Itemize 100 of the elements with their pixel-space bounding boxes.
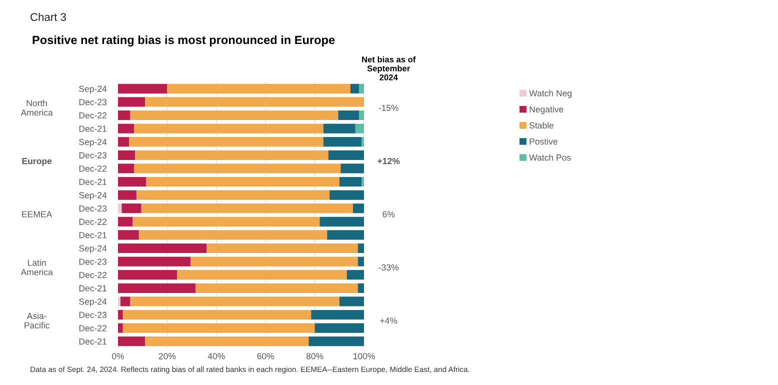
y-tick-label: Dec-23 — [79, 312, 107, 318]
text: North America — [20, 100, 53, 116]
bar — [311, 310, 364, 320]
bar — [118, 84, 168, 94]
bar — [129, 137, 324, 147]
text: EEMEA — [22, 211, 52, 218]
bar — [358, 283, 364, 293]
y-tick-label: Dec-23 — [79, 205, 107, 212]
text: +12% — [378, 158, 400, 164]
bar — [134, 164, 341, 174]
bar — [118, 164, 134, 174]
chart-title: Positive net rating bias is most pronounced in Europe — [32, 35, 335, 47]
bar — [206, 243, 358, 254]
x-tick-label: 0% — [112, 353, 124, 360]
bar — [358, 243, 364, 254]
bar — [177, 270, 347, 280]
bar — [118, 97, 146, 107]
bar — [346, 270, 364, 280]
bar — [145, 97, 364, 107]
bar — [358, 256, 364, 266]
bar — [122, 323, 315, 333]
legend-label: Stable — [530, 122, 554, 129]
y-tick-label: Sep-24 — [79, 192, 107, 200]
bar — [118, 323, 123, 333]
bar — [118, 336, 146, 346]
bar — [359, 110, 364, 120]
bar — [340, 164, 364, 174]
y-tick-label: Dec-21 — [79, 232, 106, 238]
bar — [339, 296, 364, 306]
bar — [352, 204, 364, 214]
bar — [118, 283, 196, 293]
bar — [145, 336, 309, 346]
x-tick-label: 40% — [208, 353, 225, 360]
y-tick-label: Dec-21 — [79, 126, 106, 132]
y-tick-label: Dec-22 — [79, 218, 106, 225]
bar — [327, 230, 364, 240]
bar — [167, 84, 350, 94]
bar — [195, 283, 358, 293]
bar — [118, 176, 146, 187]
bar — [323, 124, 356, 134]
text: -33% — [378, 264, 399, 271]
y-tick-label: Sep-24 — [79, 138, 107, 147]
text: Net bias as of September 2024 — [362, 56, 416, 80]
y-tick-label: Dec-21 — [79, 285, 106, 292]
bar — [118, 204, 122, 214]
bar — [132, 216, 320, 226]
bar — [338, 110, 360, 120]
bar — [359, 84, 364, 94]
text: Asia- Pacific — [24, 312, 50, 328]
y-tick-label: Dec-23 — [79, 152, 107, 158]
bar — [118, 190, 136, 200]
y-tick-label: Sep-24 — [79, 298, 107, 306]
bar — [118, 243, 207, 254]
y-tick-label: Dec-21 — [79, 178, 106, 186]
legend-label: Watch Pos — [529, 154, 571, 161]
y-tick-label: Sep-24 — [79, 245, 107, 254]
bar — [118, 216, 133, 226]
bar — [138, 230, 328, 240]
bar — [350, 84, 360, 94]
y-tick-label: Dec-22 — [79, 112, 106, 119]
bar — [146, 176, 340, 187]
text: -15% — [378, 104, 399, 111]
bar — [122, 204, 142, 214]
bar — [130, 296, 340, 306]
bar — [130, 110, 338, 120]
x-tick-label: 60% — [257, 353, 274, 360]
bar — [118, 230, 139, 240]
bar — [330, 190, 364, 200]
bar — [118, 310, 123, 320]
y-tick-label: Sep-24 — [79, 86, 107, 94]
bar — [339, 176, 362, 187]
bar — [134, 124, 324, 134]
legend-label: Postive — [530, 138, 558, 145]
bar — [118, 270, 178, 280]
bar — [320, 216, 364, 226]
bar — [308, 336, 364, 346]
bar — [118, 150, 136, 160]
y-tick-label: Dec-22 — [79, 272, 106, 278]
x-tick-label: 20% — [158, 353, 176, 360]
chart-subtitle: Chart 3 — [30, 12, 66, 21]
bar — [118, 137, 130, 147]
bar — [120, 296, 130, 306]
bar — [314, 323, 364, 333]
y-tick-label: Dec-23 — [79, 258, 107, 265]
bar — [118, 256, 191, 266]
y-tick-label: Dec-22 — [79, 166, 106, 172]
legend-label: Negative — [530, 106, 564, 114]
bar — [323, 137, 362, 147]
text: Europe — [22, 158, 52, 166]
text: 6% — [382, 211, 395, 218]
y-tick-label: Dec-23 — [79, 99, 107, 106]
x-tick-label: 80% — [306, 353, 324, 360]
bar — [118, 124, 134, 134]
bar — [122, 310, 312, 320]
bar — [328, 150, 364, 160]
bar — [141, 204, 353, 214]
bar — [118, 110, 130, 120]
bar — [190, 256, 358, 266]
text: Latin America — [20, 259, 53, 276]
y-tick-label: Dec-22 — [79, 325, 106, 332]
